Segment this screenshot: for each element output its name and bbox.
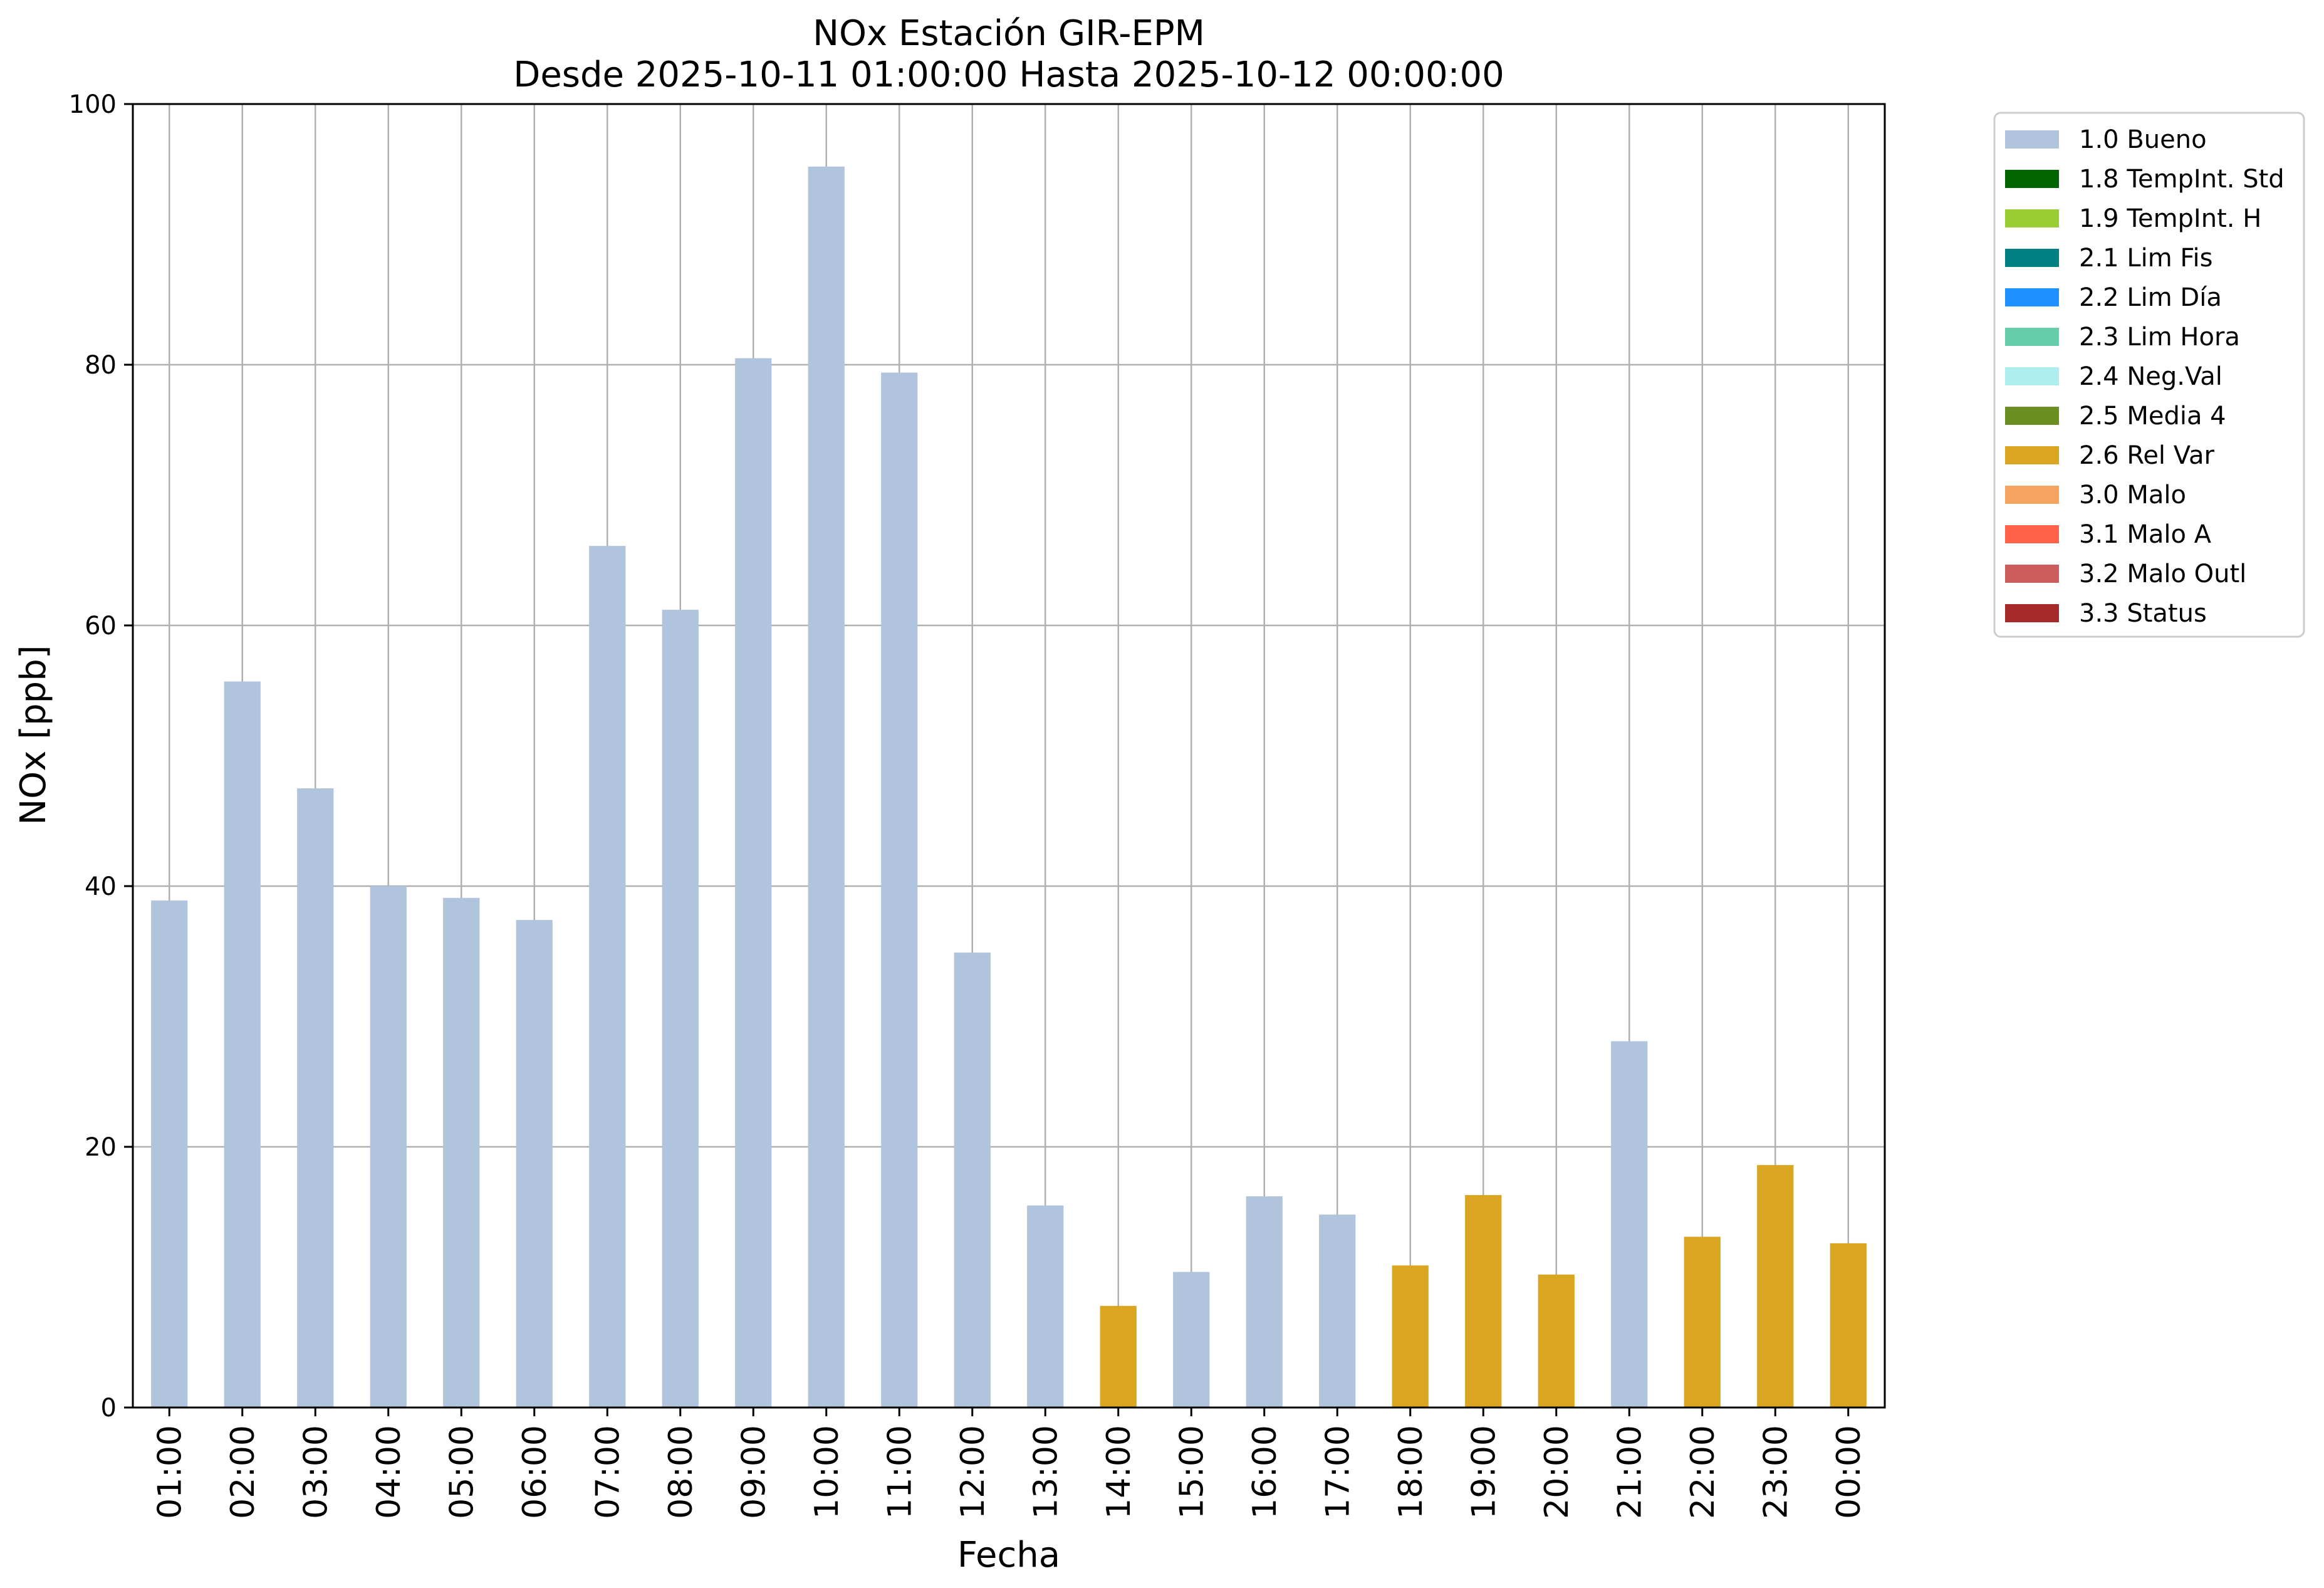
bar-0400	[370, 886, 407, 1408]
x-tick-label: 22:00	[1684, 1425, 1722, 1519]
legend-item-label: 2.3 Lim Hora	[2079, 323, 2240, 352]
x-tick-label: 23:00	[1757, 1425, 1795, 1519]
y-tick-label: 20	[85, 1133, 117, 1162]
legend-item-label: 3.3 Status	[2079, 599, 2207, 628]
x-tick-label: 07:00	[589, 1425, 627, 1519]
legend-swatch	[2005, 130, 2059, 149]
bar-0200	[224, 681, 261, 1408]
legend-swatch	[2005, 170, 2059, 188]
plot-area-frame	[132, 103, 1886, 1409]
bar-2100	[1611, 1041, 1648, 1408]
x-tick-label: 10:00	[808, 1425, 846, 1519]
x-tick-label: 13:00	[1027, 1425, 1065, 1519]
legend-swatch	[2005, 407, 2059, 425]
x-axis: 01:00 02:00 03:00 04:00 05:00 06:00 07:00 08:00…	[151, 1408, 1868, 1519]
y-tick-label: 100	[69, 90, 117, 119]
bar-1900	[1465, 1194, 1502, 1408]
chart-title: NOx Estación GIR-EPM	[813, 13, 1205, 54]
legend-item-label: 3.1 Malo A	[2079, 520, 2212, 549]
x-tick-label: 06:00	[516, 1425, 554, 1519]
x-tick-label: 19:00	[1465, 1425, 1503, 1519]
bar-0300	[297, 788, 334, 1408]
x-tick-label: 18:00	[1392, 1425, 1430, 1519]
bar-0800	[662, 610, 699, 1408]
legend-swatch	[2005, 288, 2059, 306]
bar-1200	[954, 953, 991, 1408]
x-tick-label: 04:00	[370, 1425, 408, 1519]
x-tick-label: 15:00	[1173, 1425, 1211, 1519]
x-axis-label: Fecha	[957, 1535, 1060, 1575]
bar-2300	[1757, 1165, 1794, 1408]
chart-subtitle: Desde 2025-10-11 01:00:00 Hasta 2025-10-…	[513, 55, 1504, 95]
legend-swatch	[2005, 249, 2059, 267]
y-tick-label: 40	[85, 872, 117, 901]
legend-swatch	[2005, 367, 2059, 385]
bar-0500	[443, 897, 480, 1408]
y-axis-label: NOx [ppb]	[13, 645, 54, 825]
legend-swatch	[2005, 486, 2059, 504]
legend: 1.0 Bueno 1.8 TempInt. Std 1.9 TempInt. H 2…	[1993, 112, 2305, 638]
bar-1100	[881, 372, 918, 1408]
legend-item-label: 3.0 Malo	[2079, 481, 2186, 509]
bar-0000	[1830, 1243, 1867, 1408]
legend-item-label: 2.4 Neg.Val	[2079, 362, 2222, 391]
bar-1500	[1173, 1272, 1210, 1408]
y-tick-label: 60	[85, 612, 117, 640]
x-tick-label: 12:00	[954, 1425, 992, 1519]
x-tick-label: 16:00	[1246, 1425, 1284, 1519]
legend-item-label: 1.8 TempInt. Std	[2079, 165, 2285, 194]
bar-1300	[1027, 1205, 1064, 1408]
x-tick-label: 20:00	[1538, 1425, 1576, 1519]
x-tick-label: 05:00	[443, 1425, 481, 1519]
y-tick-label: 0	[101, 1394, 117, 1423]
bar-2000	[1538, 1274, 1575, 1408]
x-tick-label: 17:00	[1319, 1425, 1357, 1519]
x-tick-label: 14:00	[1100, 1425, 1138, 1519]
bar-0700	[589, 546, 626, 1408]
bar-1700	[1319, 1215, 1356, 1408]
bar-0100	[151, 900, 188, 1408]
bar-1000	[808, 166, 845, 1408]
x-tick-label: 03:00	[297, 1425, 335, 1519]
x-tick-label: 11:00	[881, 1425, 919, 1519]
x-tick-label: 21:00	[1611, 1425, 1649, 1519]
legend-swatch	[2005, 209, 2059, 227]
y-tick-label: 80	[85, 351, 117, 380]
legend-box	[1993, 112, 2305, 638]
y-axis: 0 20 40 60 80 100	[69, 90, 133, 1423]
legend-item-label: 1.0 Bueno	[2079, 125, 2207, 154]
legend-swatch	[2005, 328, 2059, 346]
bar-0900	[735, 358, 772, 1408]
x-tick-label: 00:00	[1830, 1425, 1868, 1519]
legend-item-label: 2.6 Rel Var	[2079, 441, 2215, 470]
legend-swatch	[2005, 525, 2059, 543]
legend-item-label: 2.1 Lim Fis	[2079, 244, 2212, 273]
legend-swatch	[2005, 604, 2059, 622]
x-tick-label: 01:00	[151, 1425, 189, 1519]
legend-swatch	[2005, 446, 2059, 464]
x-tick-label: 09:00	[735, 1425, 773, 1519]
bar-2200	[1684, 1236, 1721, 1408]
legend-swatch	[2005, 565, 2059, 583]
x-tick-label: 08:00	[662, 1425, 700, 1519]
legend-item-label: 3.2 Malo Outl	[2079, 560, 2246, 588]
bars	[151, 166, 1867, 1408]
legend-item-label: 2.2 Lim Día	[2079, 283, 2222, 312]
bar-1600	[1246, 1196, 1283, 1408]
legend-item-label: 1.9 TempInt. H	[2079, 204, 2261, 233]
bar-1800	[1392, 1265, 1429, 1408]
bar-1400	[1100, 1305, 1137, 1408]
legend-item-label: 2.5 Media 4	[2079, 402, 2226, 431]
x-tick-label: 02:00	[224, 1425, 262, 1519]
bar-0600	[516, 920, 553, 1408]
